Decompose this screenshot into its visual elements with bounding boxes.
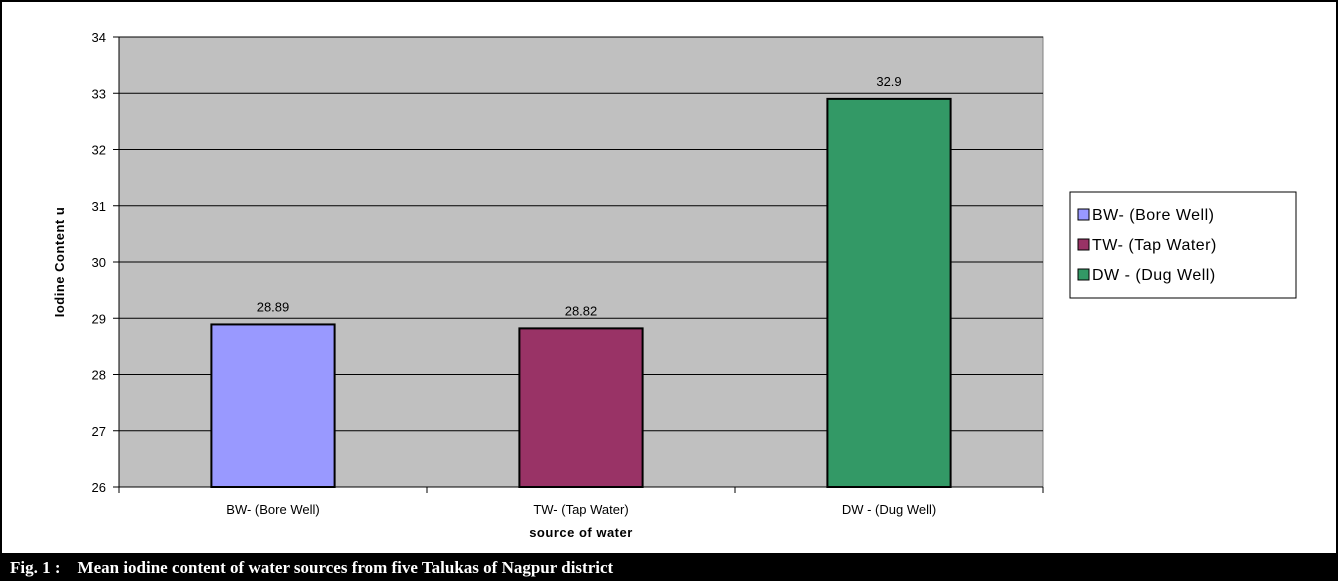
data-label: 28.82 — [565, 303, 598, 318]
legend-swatch — [1077, 238, 1090, 251]
data-label: 32.9 — [876, 74, 901, 89]
caption-text: Mean iodine content of water sources fro… — [77, 558, 614, 577]
bar-chart: 28.89 28.82 32.9 26 27 28 29 30 31 32 33 34 BW- (B… — [52, 30, 1297, 540]
y-tick-label: 29 — [92, 311, 106, 326]
data-label: 28.89 — [257, 299, 290, 314]
y-tick-label: 30 — [92, 255, 106, 270]
x-axis-title: source of water — [529, 525, 633, 540]
bar — [518, 327, 644, 488]
legend-box — [1069, 191, 1297, 299]
y-axis: 26 27 28 29 30 31 32 33 34 — [92, 30, 120, 495]
legend-label: BW- (Bore Well) — [1092, 207, 1214, 224]
y-tick-label: 31 — [92, 199, 106, 214]
bars — [210, 97, 952, 488]
y-tick-label: 34 — [92, 30, 106, 45]
y-tick-label: 28 — [92, 368, 106, 383]
legend-swatch — [1077, 208, 1090, 221]
y-tick-label: 33 — [92, 86, 106, 101]
legend-label: TW- (Tap Water) — [1092, 237, 1217, 254]
x-axis: BW- (Bore Well) TW- (Tap Water) DW - (Dug … — [118, 486, 1044, 517]
y-axis-title: Iodine Content u — [52, 207, 67, 318]
legend-label: DW - (Dug Well) — [1092, 267, 1216, 284]
caption-label: Fig. 1 : — [10, 558, 61, 577]
y-tick-label: 26 — [92, 480, 106, 495]
x-tick-label: BW- (Bore Well) — [226, 502, 319, 517]
x-tick-label: TW- (Tap Water) — [533, 502, 628, 517]
legend: BW- (Bore Well) TW- (Tap Water) DW - (Dug … — [1069, 191, 1297, 299]
legend-swatch — [1077, 268, 1090, 281]
legend-entries: BW- (Bore Well) TW- (Tap Water) DW - (Dug … — [1077, 207, 1217, 284]
y-tick-label: 32 — [92, 143, 106, 158]
data-labels: 28.89 28.82 32.9 — [257, 74, 902, 319]
figure-frame: 28.89 28.82 32.9 26 27 28 29 30 31 32 33 34 BW- (B… — [0, 0, 1338, 555]
x-tick-label: DW - (Dug Well) — [842, 502, 936, 517]
bar — [210, 323, 336, 488]
y-tick-label: 27 — [92, 424, 106, 439]
figure-caption: Fig. 1 : Mean iodine content of water so… — [0, 555, 1338, 581]
bar — [826, 97, 952, 488]
